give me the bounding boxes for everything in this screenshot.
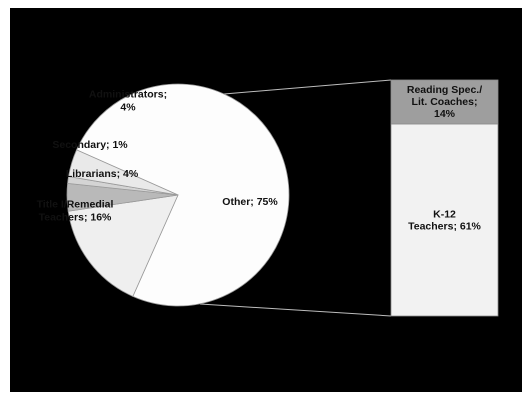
- pie-label-administrators: Administrators; 4%: [89, 89, 167, 114]
- pie-slice-other: [76, 83, 290, 307]
- pie-slice-administrators: [68, 149, 179, 196]
- bar-label-k-12-teachers: K-12 Teachers; 61%: [408, 209, 481, 233]
- pie-label-title-i-remedial-teachers: Title I/Remedial Teachers; 16%: [37, 199, 114, 224]
- chart-panel: Other; 75% Title I/Remedial Teachers; 16% L…: [10, 8, 522, 392]
- pie-label-librarians: Librarians; 4%: [66, 168, 139, 180]
- stacked-bar: [390, 79, 499, 317]
- data-labels: Other; 75% Title I/Remedial Teachers; 16% L…: [37, 84, 483, 233]
- pie: [66, 83, 290, 307]
- connector-line-bottom: [199, 303, 392, 317]
- bar-segment-k-12-teachers: [390, 123, 499, 317]
- bar-of-pie-chart: Other; 75% Title I/Remedial Teachers; 16% L…: [37, 79, 499, 317]
- bar-label-reading-spec-lit-coaches: Reading Spec./Lit. Coaches; 14%: [407, 84, 482, 120]
- bar-segment-reading-spec-lit-coaches: [390, 79, 499, 125]
- connector-lines: [199, 79, 392, 317]
- pie-slice-title-i-remedial-teachers: [67, 194, 179, 297]
- pie-label-secondary: Secondary; 1%: [52, 139, 128, 151]
- pie-label-other: Other; 75%: [222, 196, 278, 208]
- connector-line-top: [223, 79, 392, 95]
